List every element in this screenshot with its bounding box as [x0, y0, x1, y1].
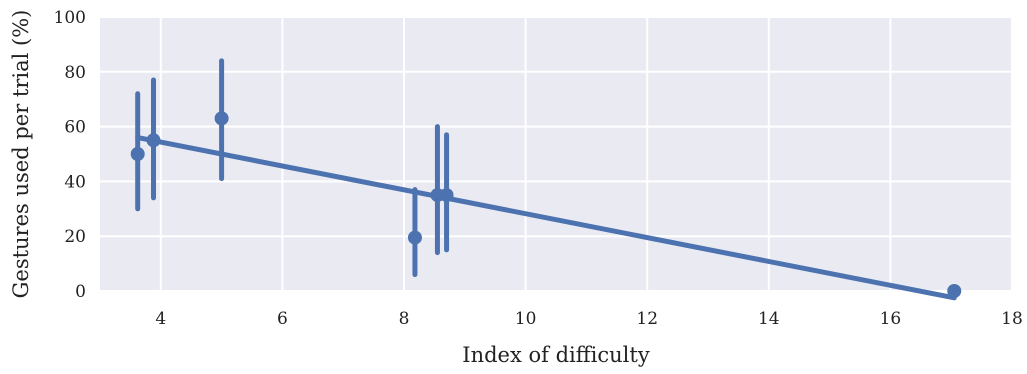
y-axis-label: Gestures used per trial (%): [9, 10, 33, 299]
regression-line-group: [135, 135, 957, 301]
y-tick-label: 80: [64, 63, 86, 83]
y-tick-label: 100: [54, 8, 86, 28]
data-point: [130, 147, 145, 161]
x-tick-label: 16: [880, 309, 902, 329]
x-tick-labels: 4 6 8 10 12 14 16 18: [155, 309, 1022, 329]
x-tick-label: 8: [399, 309, 410, 329]
grid: [100, 16, 1013, 292]
x-tick-label: 12: [636, 309, 658, 329]
y-tick-label: 40: [64, 172, 86, 192]
x-tick-label: 18: [1001, 309, 1023, 329]
x-tick-label: 10: [515, 309, 537, 329]
y-tick-label: 0: [75, 282, 86, 302]
data-point: [214, 111, 229, 126]
y-tick-labels: 0 20 40 60 80 100: [54, 8, 86, 302]
regression-line: [135, 135, 957, 301]
y-tick-label: 20: [64, 227, 86, 247]
x-axis-label: Index of difficulty: [462, 343, 650, 367]
x-tick-label: 4: [155, 309, 166, 329]
x-tick-label: 6: [277, 309, 288, 329]
data-point: [407, 230, 422, 245]
x-tick-label: 14: [758, 309, 780, 329]
data-point: [947, 284, 962, 298]
y-tick-label: 60: [64, 118, 86, 138]
plot-area: [100, 17, 1012, 291]
